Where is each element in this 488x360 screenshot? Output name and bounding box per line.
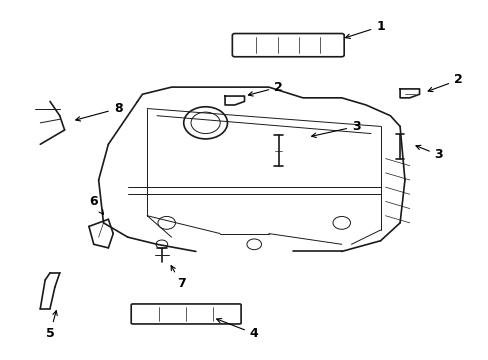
Text: 7: 7 <box>171 266 185 290</box>
Text: 4: 4 <box>216 319 258 340</box>
Text: 3: 3 <box>415 145 443 162</box>
Text: 6: 6 <box>89 195 103 214</box>
Text: 2: 2 <box>248 81 283 96</box>
Text: 8: 8 <box>76 102 122 121</box>
Text: 3: 3 <box>311 120 360 138</box>
Text: 2: 2 <box>427 73 462 92</box>
Text: 1: 1 <box>345 20 384 39</box>
Text: 5: 5 <box>45 311 57 340</box>
